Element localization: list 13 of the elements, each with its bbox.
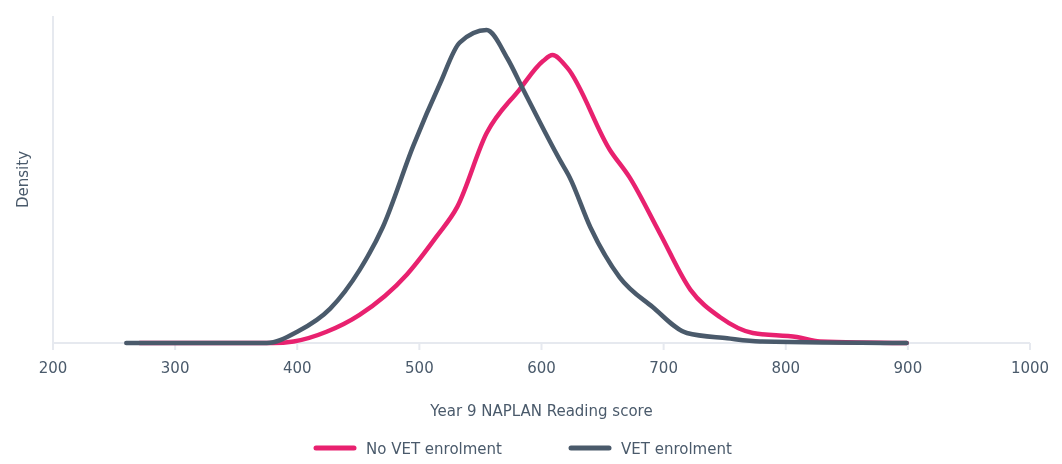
x-tick-label: 1000 (1010, 359, 1050, 377)
x-tick-label: 200 (38, 359, 68, 377)
legend-label: No VET enrolment (366, 440, 503, 458)
x-tick-label: 800 (771, 359, 801, 377)
x-tick-label: 300 (160, 359, 190, 377)
legend-label: VET enrolment (621, 440, 732, 458)
y-axis-title: Density (14, 150, 32, 209)
x-tick-label: 500 (405, 359, 434, 377)
x-axis-title: Year 9 NAPLAN Reading score (429, 402, 653, 420)
x-tick-label: 600 (527, 359, 556, 377)
x-tick-label: 700 (649, 359, 678, 377)
x-tick-label: 900 (893, 359, 923, 377)
x-tick-label: 400 (282, 359, 312, 377)
